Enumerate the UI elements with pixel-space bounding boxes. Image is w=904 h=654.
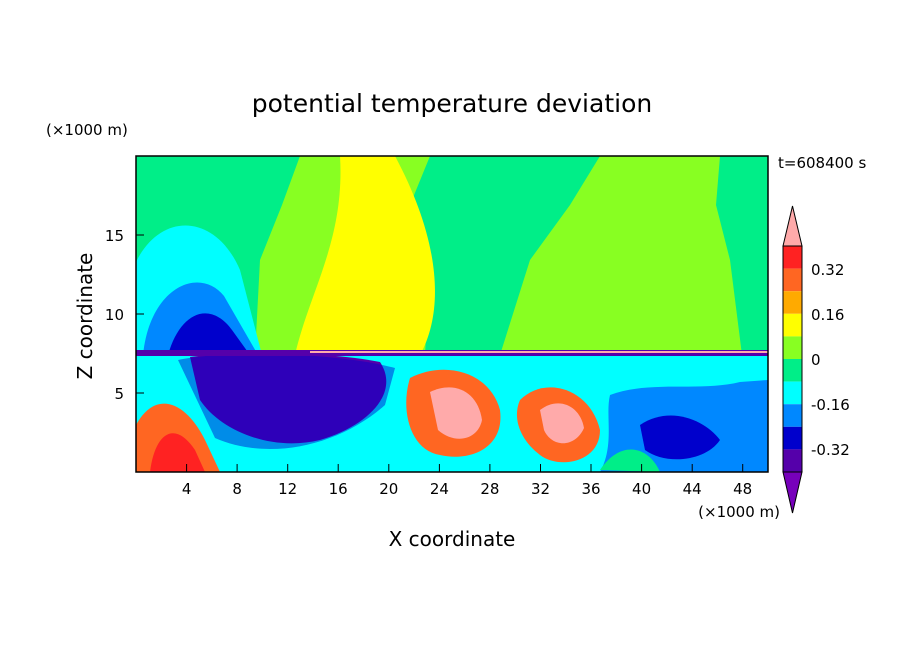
region-inversion-highlight	[310, 351, 768, 353]
region-left-warm-core	[150, 433, 205, 472]
x-axis-label: X coordinate	[389, 527, 516, 551]
x-tick-label: 44	[683, 480, 702, 498]
colorbar-band	[783, 381, 802, 405]
colorbar-band	[783, 268, 802, 292]
x-tick-label: 36	[581, 480, 600, 498]
colorbar-band	[783, 426, 802, 450]
colorbar-bottom-arrow	[782, 471, 803, 514]
colorbar-label: 0.32	[811, 261, 844, 279]
region-upper-right-teal	[716, 156, 768, 355]
x-tick-label: 40	[632, 480, 651, 498]
x-tick-label: 28	[480, 480, 499, 498]
y-ticks	[136, 234, 144, 394]
region-upper-mid-teal	[410, 156, 600, 355]
colorbar-band	[783, 404, 802, 427]
colorbar-label: 0	[811, 351, 821, 369]
colorbar-band	[783, 359, 802, 382]
colorbar-label: -0.32	[811, 441, 850, 459]
region-left-core	[168, 313, 250, 355]
region-mid-warm-core	[430, 387, 482, 439]
contour-field	[136, 156, 768, 472]
region-lower-right-mid	[600, 449, 660, 472]
y-tick-label: 5	[114, 385, 124, 403]
x-tick-label: 16	[329, 480, 348, 498]
region-cold-pool-rim	[178, 353, 395, 450]
x-tick-label: 20	[379, 480, 398, 498]
time-label: t=608400 s	[778, 154, 866, 172]
colorbar-label: -0.16	[811, 396, 850, 414]
colorbar-band	[783, 313, 802, 337]
colorbar-bands	[783, 246, 802, 472]
x-tick-label: 32	[531, 480, 550, 498]
x-tick-label: 48	[733, 480, 752, 498]
region-lower-right-core	[640, 415, 720, 460]
x-tick-label: 8	[232, 480, 242, 498]
region-cold-pool	[190, 353, 387, 444]
colorbar-frame	[782, 245, 803, 473]
y-tick-labels: 5 10 15	[105, 227, 124, 403]
x-tick-labels: 4 8 12 16 20 24 28 32 36 40 44 48	[182, 480, 752, 498]
y-tick-label: 15	[105, 227, 124, 245]
colorbar-band	[783, 246, 802, 269]
chart-title: potential temperature deviation	[252, 89, 652, 118]
y-tick-label: 10	[105, 306, 124, 324]
colorbar-top-arrow	[782, 205, 803, 247]
colorbar-label: 0.16	[811, 306, 844, 324]
x-unit-label: (×1000 m)	[698, 503, 780, 521]
y-unit-label: (×1000 m)	[46, 121, 128, 139]
colorbar-band	[783, 336, 802, 359]
colorbar-band	[783, 291, 802, 314]
x-tick-label: 12	[278, 480, 297, 498]
x-ticks	[186, 464, 744, 472]
colorbar-band	[783, 449, 802, 472]
x-tick-label: 4	[182, 480, 192, 498]
x-tick-label: 24	[430, 480, 449, 498]
y-axis-label: Z coordinate	[73, 253, 97, 380]
region-right-warm-core	[540, 403, 584, 444]
colorbar: 0.32 0.16 0 -0.16 -0.32	[782, 205, 850, 514]
region-central-plume	[295, 156, 435, 355]
